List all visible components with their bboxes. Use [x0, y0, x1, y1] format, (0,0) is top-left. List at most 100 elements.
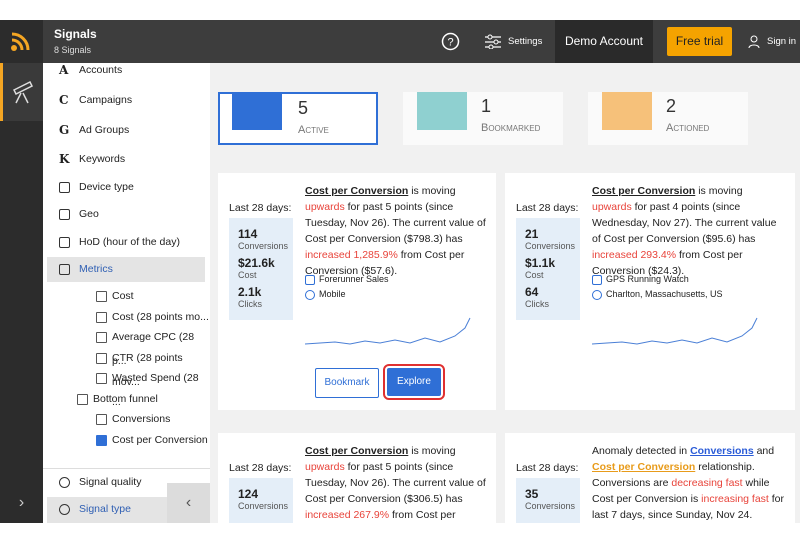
nav-item[interactable]: G Ad Groups: [43, 118, 210, 142]
nav-icon: [59, 182, 70, 193]
tab-label: Actioned: [666, 122, 710, 134]
nav-item[interactable]: K Keywords: [43, 147, 210, 171]
nav-item[interactable]: Device type: [43, 175, 210, 199]
stat-value: 2.1k: [238, 285, 262, 299]
tab-label: Bookmarked: [481, 122, 541, 134]
text-segment: is moving: [695, 185, 743, 197]
text-segment: Anomaly detected in: [592, 445, 691, 457]
filter-item[interactable]: Cost: [43, 284, 210, 308]
stats: 35 Conversions: [516, 478, 580, 523]
nav-item[interactable]: HoD (hour of the day): [43, 230, 210, 254]
divider: [43, 468, 210, 469]
collapse-button[interactable]: ‹: [167, 483, 210, 523]
stat-label: Conversions: [525, 501, 576, 511]
nav-item[interactable]: Metrics: [43, 257, 210, 281]
period: Last 28 days:: [229, 462, 292, 474]
tag: Forerunner Sales: [319, 274, 389, 284]
filter-item[interactable]: Cost per Conversion: [43, 428, 210, 452]
filter-item[interactable]: Average CPC (28 p...: [43, 325, 210, 367]
filter-label: Average CPC (28 p...: [112, 331, 195, 367]
filter-label: CTR (28 points mov...: [112, 351, 183, 388]
text-segment[interactable]: Conversions: [690, 445, 754, 457]
text-segment: for last 7 days, since Sunday, Nov 24.: [592, 493, 785, 521]
filter-item[interactable]: Bottom funnel: [43, 387, 210, 411]
nav-icon: [59, 477, 70, 488]
text-segment: for past 5 points (since Tuesday, Nov 26…: [305, 201, 486, 245]
tab-count: 1: [481, 96, 492, 116]
settings-icon[interactable]: [485, 34, 501, 49]
period: Last 28 days:: [516, 202, 579, 214]
text-segment: increased 1,285.9%: [305, 249, 398, 261]
text-segment[interactable]: Cost per Conversion: [592, 461, 696, 473]
filter-label: Cost: [112, 290, 134, 302]
stat-value: $21.6k: [238, 256, 275, 270]
stat-label: Clicks: [525, 299, 549, 309]
telescope-tab[interactable]: [0, 63, 43, 121]
text-segment: increasing fast: [701, 493, 769, 505]
signin-link[interactable]: Sign in: [767, 36, 797, 47]
stat-value: 114: [238, 227, 258, 241]
settings-link[interactable]: Settings: [508, 36, 543, 47]
nav-label: Signal type: [79, 503, 131, 515]
filter-item[interactable]: Conversions: [43, 407, 210, 431]
nav-item[interactable]: Signal quality: [43, 470, 210, 494]
tag-icon: [592, 290, 602, 300]
tag: GPS Running Watch: [606, 274, 689, 284]
tab[interactable]: 2 Actioned: [588, 92, 748, 145]
tag: Charlton, Massachusetts, US: [606, 289, 723, 299]
nav-label: Keywords: [79, 153, 126, 165]
checkbox: [96, 291, 107, 302]
action-button[interactable]: Bookmark: [315, 368, 379, 398]
sparkline-path: [305, 317, 471, 345]
stat-value: $1.1k: [525, 256, 556, 270]
filter-item[interactable]: Cost (28 points mo...: [43, 305, 210, 329]
tab-icon: [417, 92, 467, 130]
nav-icon: [59, 237, 70, 248]
account-button[interactable]: Demo Account: [555, 20, 653, 63]
filter-label: Wasted Spend (28 ...: [112, 372, 199, 408]
active-highlight: [47, 257, 205, 282]
filter-item[interactable]: CTR (28 points mov...: [43, 346, 210, 388]
nav-icon: C: [59, 93, 69, 107]
nav-item[interactable]: Geo: [43, 202, 210, 226]
text-segment: upwards: [592, 201, 632, 213]
action-button[interactable]: Explore: [383, 364, 445, 400]
tab-label: Active: [298, 124, 329, 136]
text-segment: for past 4 points (since Wednesday, Nov …: [592, 201, 777, 245]
checkbox: [96, 332, 107, 343]
tag-icon: [305, 275, 315, 285]
text-segment: upwards: [305, 201, 345, 213]
nav-item[interactable]: Signal type: [43, 497, 210, 521]
nav-label: Campaigns: [79, 94, 133, 106]
nav-item[interactable]: A Accounts: [43, 63, 210, 82]
filter-item[interactable]: Wasted Spend (28 ...: [43, 366, 210, 408]
help-icon[interactable]: ?: [441, 32, 460, 51]
text-segment: increased 267.9%: [305, 509, 390, 521]
nav-label: HoD (hour of the day): [79, 236, 180, 248]
stats: 124 Conversions: [229, 478, 293, 523]
app-name: Signals: [54, 27, 97, 41]
filter-label: Conversions: [112, 413, 171, 425]
sparkline: [305, 317, 471, 345]
period: Last 28 days:: [229, 202, 292, 214]
stat-value: 64: [525, 285, 539, 299]
tab-icon: [602, 92, 652, 130]
description: Anomaly detected in Conversions and Cost…: [592, 443, 785, 523]
tag: Mobile: [319, 289, 346, 299]
trial-button[interactable]: Free trial: [667, 27, 732, 56]
text-segment[interactable]: Cost per Conversion: [592, 185, 696, 197]
nav-item[interactable]: C Campaigns: [43, 88, 210, 112]
expand-button[interactable]: ›: [18, 494, 25, 511]
text-segment[interactable]: Cost per Conversion: [305, 185, 409, 197]
tab[interactable]: 1 Bookmarked: [403, 92, 563, 145]
text-segment: increased 293.4%: [592, 249, 677, 261]
tab[interactable]: 5 Active: [218, 92, 378, 145]
text-segment: from Cost per Conversion ($83.3).: [391, 509, 456, 521]
text-segment: decreasing fast: [671, 477, 743, 489]
text-segment[interactable]: Cost per Conversion: [305, 445, 409, 457]
stat-label: Conversions: [238, 241, 289, 251]
stat-label: Cost: [525, 270, 544, 280]
nav-icon: G: [59, 123, 70, 137]
app-sub: 8 Signals: [54, 45, 92, 55]
nav-icon: [59, 209, 70, 220]
